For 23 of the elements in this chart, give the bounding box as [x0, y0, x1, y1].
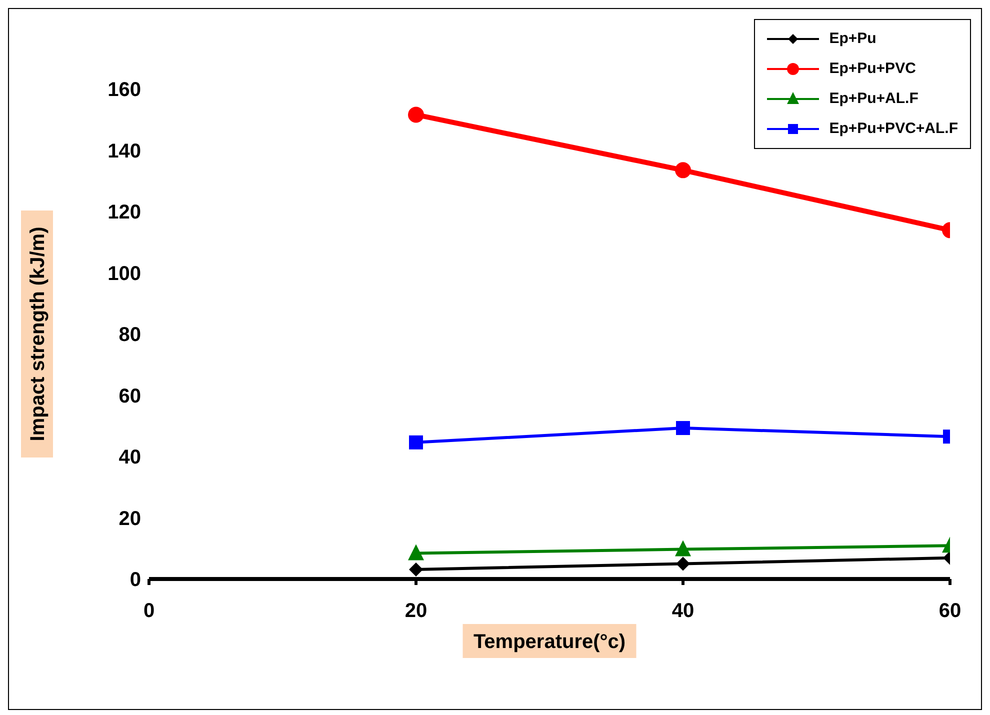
x-axis-title: Temperature(°c) — [473, 631, 626, 653]
legend-label: Ep+Pu+AL.F — [829, 89, 918, 109]
y-tick-label: 0 — [130, 569, 141, 592]
y-tick-label: 100 — [108, 262, 141, 285]
point — [408, 544, 424, 560]
y-tick-label: 140 — [108, 140, 141, 162]
legend-label: Ep+Pu+PVC+AL.F — [829, 119, 958, 139]
x-tick-label: 20 — [404, 600, 428, 622]
y-tick-label: 40 — [118, 446, 141, 469]
y-tick-label: 80 — [118, 324, 141, 346]
y-tick-label: 60 — [118, 385, 141, 408]
y-tick-label: 20 — [118, 508, 141, 530]
legend-label: Ep+Pu+PVC — [829, 59, 916, 79]
point — [408, 106, 424, 123]
x-tick-label: 40 — [672, 600, 694, 622]
y-tick-label: 120 — [108, 202, 141, 224]
point — [409, 562, 423, 577]
point — [409, 435, 423, 450]
legend-label: Ep+Pu — [829, 29, 876, 49]
y-axis-title: Impact strength (kJ/m) — [27, 226, 49, 442]
x-tick-label: 60 — [938, 600, 962, 622]
x-tick-label: 0 — [143, 600, 155, 622]
y-tick-label: 160 — [108, 79, 141, 102]
